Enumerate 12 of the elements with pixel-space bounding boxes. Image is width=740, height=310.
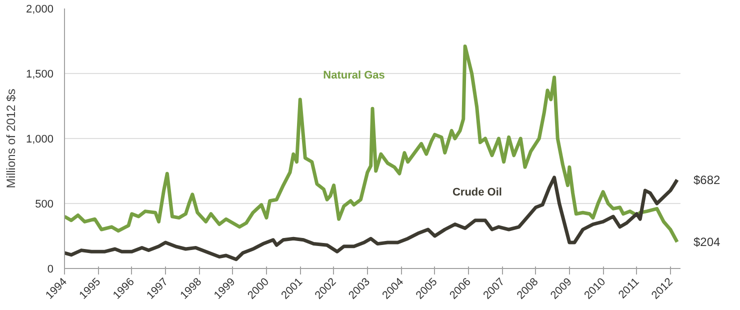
annotation: $682 bbox=[694, 172, 721, 187]
annotation: $204 bbox=[694, 234, 721, 249]
y-axis-title: Millions of 2012 $s bbox=[4, 88, 18, 188]
y-tick-label: 1,500 bbox=[26, 68, 54, 80]
y-tick-label: 0 bbox=[47, 264, 54, 276]
line-series bbox=[64, 44, 679, 244]
y-tick-label: 1,000 bbox=[26, 134, 54, 146]
text: Natural Gas bbox=[323, 69, 385, 82]
text: Crude Oil bbox=[452, 186, 502, 198]
y-tick-label: 2,000 bbox=[26, 4, 54, 16]
line-series bbox=[64, 176, 679, 262]
y-tick-label: 500 bbox=[35, 198, 54, 210]
